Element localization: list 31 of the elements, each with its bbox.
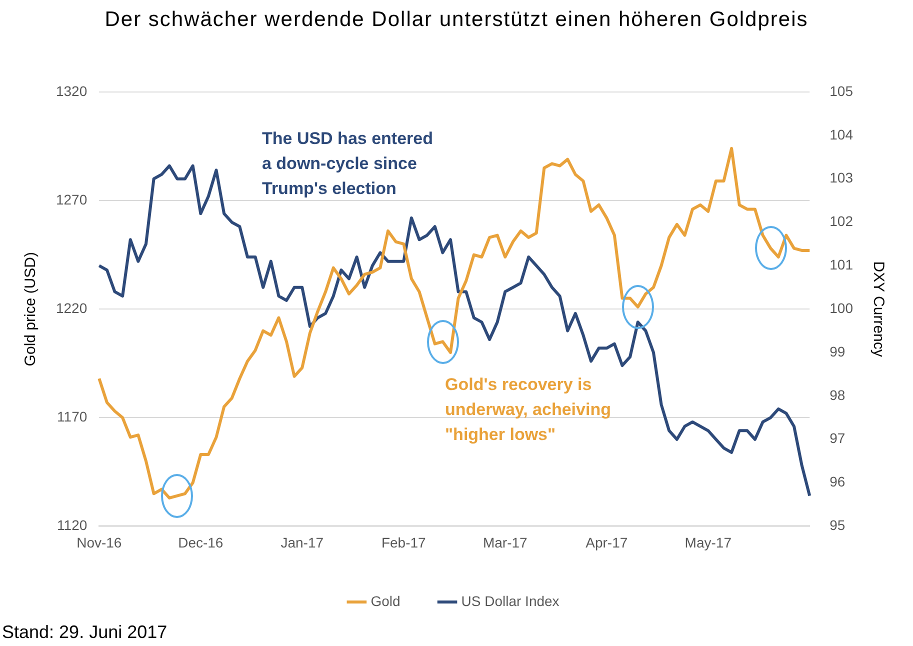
y2-tick-label: 97 xyxy=(830,430,846,446)
y2-tick-label: 102 xyxy=(830,213,854,230)
y-tick-label: 1320 xyxy=(56,82,88,99)
y2-tick-label: 100 xyxy=(830,300,854,316)
y2-axis-title: DXY Currency xyxy=(870,261,887,358)
x-tick-label: Feb-17 xyxy=(381,534,426,550)
y2-tick-label: 95 xyxy=(830,517,846,534)
y-tick-label: 1170 xyxy=(57,408,88,425)
annotation: Gold's recovery is underway, acheiving "higher lows" xyxy=(445,374,612,446)
x-tick-label: Nov-16 xyxy=(76,534,122,550)
x-tick-label: May-17 xyxy=(684,534,732,550)
y-axis-title: Gold price (USD) xyxy=(22,252,40,366)
y2-tick-label: 105 xyxy=(830,82,854,99)
text: Stand: 29. Juni 2017 xyxy=(2,621,168,644)
x-tick-label: Mar-17 xyxy=(482,534,528,550)
legend-label: US Dollar Index xyxy=(461,592,560,609)
chart-title: Der schwächer werdende Dollar unterstützt einen höheren Goldpreis xyxy=(104,8,810,32)
y-tick-label: 1220 xyxy=(56,300,88,316)
y2-tick-label: 98 xyxy=(830,386,846,403)
x-tick-label: Dec-16 xyxy=(178,534,224,550)
annotation: The USD has entered a down-cycle since Trump's election xyxy=(262,128,434,200)
y2-tick-label: 96 xyxy=(830,474,846,490)
x-tick-label: Apr-17 xyxy=(586,534,628,550)
legend-label: Gold xyxy=(370,592,400,609)
y2-tick-label: 103 xyxy=(830,170,854,186)
x-tick-label: Jan-17 xyxy=(280,534,324,550)
y2-tick-label: 99 xyxy=(830,343,846,360)
y2-tick-label: 101 xyxy=(830,256,854,273)
y2-tick-label: 104 xyxy=(830,126,854,142)
y-tick-label: 1270 xyxy=(56,191,88,208)
y-tick-label: 1120 xyxy=(57,517,88,534)
